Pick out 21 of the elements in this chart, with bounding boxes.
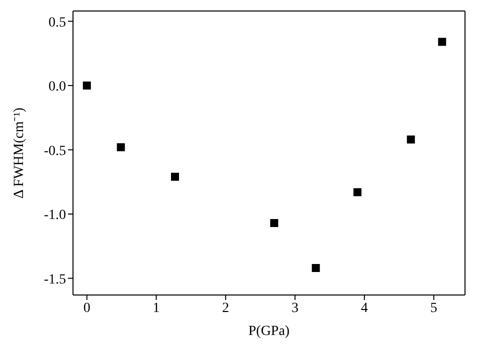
y-tick-label: -0.5 [44, 144, 66, 159]
y-tick-label: -1.0 [44, 208, 66, 224]
x-tick-label: 2 [222, 300, 230, 316]
point [170, 172, 179, 181]
x-tick-label: 4 [360, 300, 368, 316]
y-tick-label: 0.0 [48, 80, 66, 95]
point [116, 143, 125, 152]
point [312, 264, 320, 272]
x-tick-label: 1 [152, 300, 160, 316]
point [438, 38, 446, 46]
point [406, 136, 415, 144]
point [270, 219, 278, 228]
point [353, 188, 362, 196]
x-axis-title: P(GPa) [248, 324, 290, 339]
x-tick-label: 0 [83, 300, 90, 316]
x-tick-label: 3 [292, 300, 299, 316]
point [82, 82, 91, 90]
x-tick-label: 5 [430, 300, 438, 316]
y-tick-label: -1.5 [44, 272, 66, 288]
y-axis-title: Δ FWHM(cm⁻¹) [12, 107, 27, 198]
y-tick-label: 0.5 [48, 15, 66, 30]
